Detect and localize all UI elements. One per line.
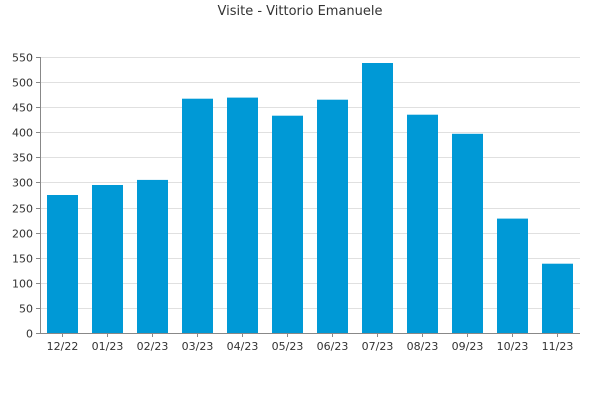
- bar-04-23: [227, 97, 258, 333]
- chart-title: Visite - Vittorio Emanuele: [218, 4, 383, 19]
- x-tick-label: 08/23: [407, 340, 439, 353]
- x-axis-ticks: 12/22 01/23 02/23 03/23 04/23 05/23 06/23 07/23…: [47, 333, 574, 353]
- bar-09-23: [452, 133, 483, 333]
- x-tick-label: 04/23: [227, 340, 259, 353]
- y-tick-label: 0: [26, 328, 33, 341]
- bar-10-23: [497, 218, 528, 333]
- bar-11-23: [542, 263, 573, 333]
- y-tick-label: 100: [12, 278, 33, 291]
- y-tick-label: 200: [12, 228, 33, 241]
- bar-02-23: [137, 179, 168, 333]
- y-tick-label: 500: [12, 77, 33, 90]
- x-tick-label: 07/23: [362, 340, 394, 353]
- bar-12-22: [47, 195, 78, 333]
- y-tick-label: 300: [12, 177, 33, 190]
- x-tick-label: 12/22: [47, 340, 79, 353]
- bars: [47, 63, 573, 333]
- bar-07-23: [362, 63, 393, 333]
- bar-03-23: [182, 98, 213, 333]
- x-tick-label: 03/23: [182, 340, 214, 353]
- y-tick-label: 400: [12, 127, 33, 140]
- x-tick-label: 05/23: [272, 340, 304, 353]
- bar-06-23: [317, 99, 348, 333]
- y-tick-label: 250: [12, 203, 33, 216]
- x-tick-label: 01/23: [92, 340, 124, 353]
- gridlines: [40, 57, 580, 309]
- bar-05-23: [272, 115, 303, 333]
- y-tick-label: 550: [12, 52, 33, 65]
- x-tick-label: 06/23: [317, 340, 349, 353]
- x-tick-label: 09/23: [452, 340, 484, 353]
- y-axis-ticks: 0 50 100 150 200 250 300 350 400 450 500 550: [12, 52, 40, 341]
- y-tick-label: 350: [12, 152, 33, 165]
- x-tick-label: 02/23: [137, 340, 169, 353]
- bar-08-23: [407, 114, 438, 333]
- bar-01-23: [92, 185, 123, 333]
- y-tick-label: 150: [12, 253, 33, 266]
- y-tick-label: 450: [12, 102, 33, 115]
- x-tick-label: 10/23: [497, 340, 529, 353]
- y-tick-label: 50: [19, 303, 33, 316]
- x-tick-label: 11/23: [542, 340, 574, 353]
